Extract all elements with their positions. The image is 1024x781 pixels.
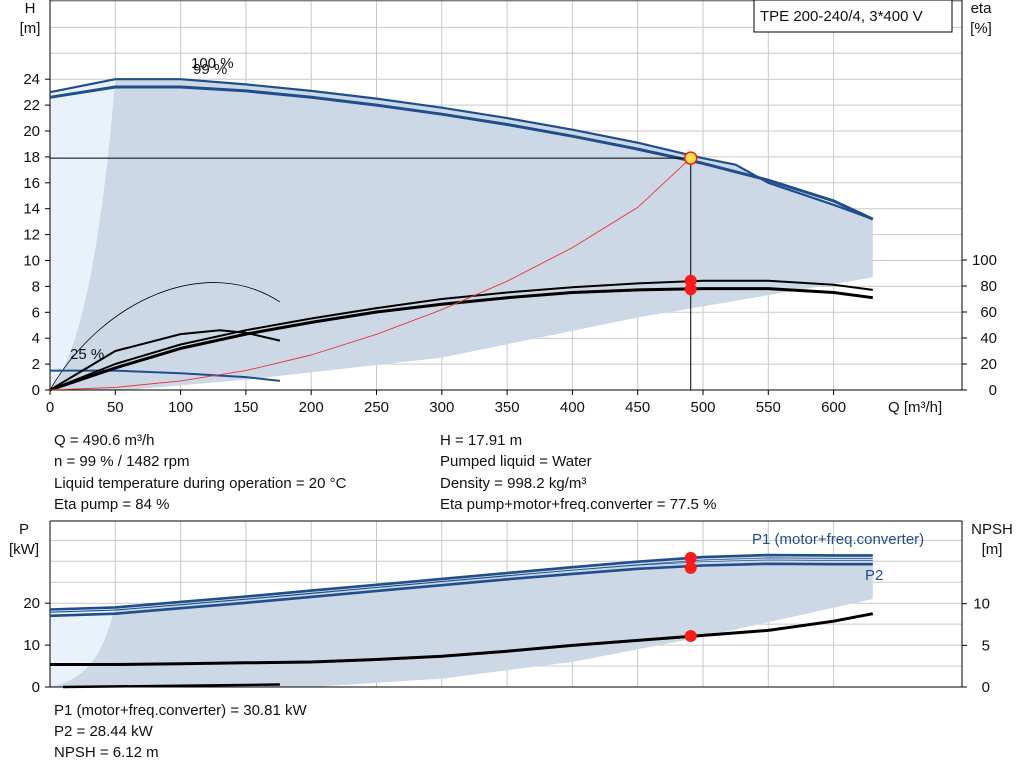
curve-eta-pump-99 [49,287,873,392]
npsh-axis-label: NPSH [m] [971,521,1013,558]
operating-area [50,79,873,390]
y2-tick-label: 100 [972,252,997,269]
y2-tick-label: 0 [982,679,990,696]
x-tick-label: 350 [495,399,520,416]
p2-point-marker [684,561,697,574]
y2-tick-label: 20 [980,356,997,373]
npsh-point-marker [684,630,697,643]
y-tick-label: 8 [32,278,40,295]
density-readout: Density = 998.2 kg/m³ [440,475,587,492]
y-tick-label: 14 [23,201,40,218]
curve-25 [50,369,281,382]
y-tick-label: 18 [23,149,40,166]
curve-system-curve [49,157,692,391]
eta-point-marker [684,283,697,296]
curve-p2-upper-thin [49,559,873,613]
curve-label-25: 25 % [70,346,104,363]
y-tick-label: 10 [23,637,40,654]
y-tick-label: 10 [23,253,40,270]
y-tick-label: 4 [32,330,40,347]
eta-curve-thin [49,282,281,391]
x-tick-label: 100 [168,399,193,416]
p1-readout: P1 (motor+freq.converter) = 30.81 kW [54,702,307,719]
curve-p1-motor-freq-converter [49,553,873,611]
power-area [50,555,873,687]
power-npsh-chart: 0 10 20 0 5 10 P [kW] NPSH [m] P1 (motor+freq.conv… [9,520,1013,696]
y-tick-label: 20 [23,123,40,140]
q-axis-label: Q [m³/h] [888,399,942,416]
y2-tick-label: 10 [973,596,990,613]
y-tick-label: 12 [23,227,40,244]
p1-point-marker [684,551,697,564]
y2-tick-label: 60 [980,304,997,321]
x-tick-label: 600 [821,399,846,416]
y-tick-label: 6 [32,304,40,321]
h-axis-label: H [m] [20,0,41,37]
y-tick-label: 24 [23,71,40,88]
curve-npsh [50,612,874,666]
y2-tick-label: 0 [989,382,997,399]
title-box [753,0,953,33]
eta-point-marker [684,274,697,287]
curve-eta-pump-25 [49,329,281,391]
x-tick-label: 50 [107,399,124,416]
y2-tick-label: 5 [982,637,990,654]
y-tick-label: 2 [32,356,40,373]
low-flow-area [50,79,116,390]
x-tick-label: 300 [429,399,454,416]
y2-tick-label: 80 [980,278,997,295]
eta-axis-label: eta [%] [970,0,992,37]
curve-99 [49,85,874,221]
curve-p1-lower-thin [49,557,873,613]
curve-npsh-25 [63,683,280,689]
curve-label-100: 100 % [191,55,234,72]
y-tick-label: 16 [23,175,40,192]
eta-total-readout: Eta pump+motor+freq.converter = 77.5 % [440,496,717,513]
p2-readout: P2 = 28.44 kW [54,723,153,740]
eta-pump-readout: Eta pump = 84 % [54,496,170,513]
x-tick-label: 500 [690,399,715,416]
speed-readout: n = 99 % / 1482 rpm [54,453,190,470]
duty-point-marker [683,151,698,165]
x-tick-label: 150 [233,399,258,416]
x-tick-label: 450 [625,399,650,416]
curve-p2 [49,562,873,618]
y-tick-label: 0 [32,382,40,399]
x-tick-label: 0 [46,399,54,416]
pumped-liquid-readout: Pumped liquid = Water [440,453,592,470]
y-tick-label: 22 [23,97,40,114]
flow-readout: Q = 490.6 m³/h [54,432,155,449]
head-efficiency-chart: 0 50 100 150 200 250 300 350 400 450 500 550 6000246… [20,0,997,416]
head-readout: H = 17.91 m [440,432,523,449]
x-tick-label: 250 [364,399,389,416]
x-tick-label: 400 [560,399,585,416]
y-tick-label: 0 [32,679,40,696]
y-tick-label: 20 [23,595,40,612]
low-flow-power-area [50,607,116,687]
p-axis-label: P [kW] [9,521,39,558]
y2-tick-label: 40 [980,330,997,347]
liquid-temperature-readout: Liquid temperature during operation = 20… [54,475,347,492]
x-tick-label: 200 [299,399,324,416]
x-tick-label: 550 [756,399,781,416]
legend-p2: P2 [865,567,883,584]
legend-p1: P1 (motor+freq.converter) [752,531,924,548]
npsh-readout: NPSH = 6.12 m [54,744,159,761]
curve-label-99: 99 % [193,61,227,78]
chart-title: TPE 200-240/4, 3*400 V [760,8,923,25]
